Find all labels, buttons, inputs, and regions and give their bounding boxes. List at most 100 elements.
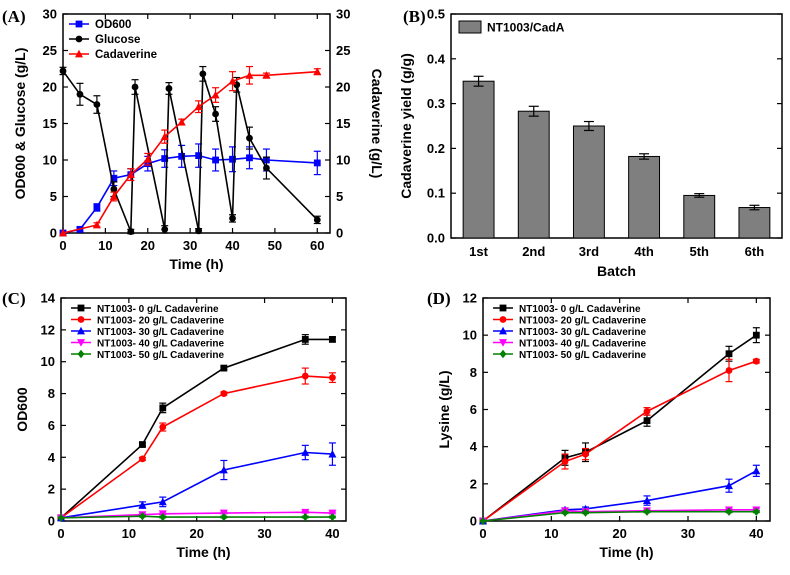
y-tick-label: 10 — [41, 354, 55, 369]
y2-tick-label: 10 — [336, 153, 350, 168]
data-point — [301, 336, 309, 343]
y-axis-label: OD600 — [14, 387, 30, 432]
legend-label: NT1003- 40 g/L Cadaverine — [519, 339, 647, 350]
y-tick-label: 0 — [50, 226, 57, 241]
data-point — [126, 170, 135, 178]
y-tick-label: 10 — [463, 328, 477, 343]
x-tick-label: 20 — [189, 526, 203, 541]
legend-label: Glucose — [95, 34, 140, 46]
x-tick-label: 30 — [183, 238, 197, 253]
data-point — [57, 513, 65, 523]
x-axis-label: Time (h) — [599, 544, 653, 560]
y2-axis-label: Cadaverine (g/L) — [369, 69, 385, 179]
data-point — [301, 372, 309, 380]
x-axis-label: Time (h) — [176, 544, 230, 560]
y2-tick-label: 0 — [336, 226, 343, 241]
y2-tick-label: 5 — [336, 189, 343, 204]
data-point — [139, 512, 146, 521]
data-point — [246, 134, 253, 142]
data-point — [159, 404, 167, 412]
data-point — [301, 512, 309, 522]
y-tick-label: 0.5 — [427, 7, 445, 22]
y-axis-label: OD600 & Glucose (g/L) — [12, 48, 28, 200]
data-point — [110, 174, 118, 182]
legend-label: NT1003- 0 g/L Cadaverine — [519, 304, 641, 315]
legend-label: NT1003- 20 g/L Cadaverine — [519, 316, 647, 327]
plot-frame — [60, 297, 347, 522]
legend-swatch — [458, 20, 482, 34]
legend-marker — [499, 349, 507, 359]
data-point — [165, 85, 173, 92]
data-point — [212, 110, 219, 118]
data-point — [199, 70, 207, 78]
data-point — [177, 117, 186, 126]
data-point — [219, 465, 228, 474]
data-point — [178, 152, 186, 160]
data-point — [329, 336, 336, 343]
data-point — [725, 481, 733, 490]
data-point — [725, 367, 733, 374]
x-tick-label: 30 — [681, 526, 695, 541]
y-tick-label: 4 — [48, 450, 56, 465]
y-tick-label: 5 — [50, 189, 57, 204]
legend: OD600 Glucose Cadaverine — [69, 19, 157, 61]
y-tick-label: 25 — [43, 43, 57, 58]
x-tick-label: 20 — [141, 238, 155, 253]
legend-marker — [75, 20, 83, 28]
y-tick-label: 10 — [43, 153, 57, 168]
y-tick-label: 0.3 — [427, 96, 445, 111]
legend-marker — [77, 349, 85, 359]
x-tick-label: 0 — [57, 526, 64, 541]
data-point — [263, 164, 270, 172]
legend-marker — [77, 304, 85, 312]
data-point — [643, 507, 651, 516]
data-point — [195, 227, 203, 235]
data-point — [561, 508, 569, 517]
y-tick-label: 2 — [470, 476, 477, 491]
y-tick-label: 14 — [41, 291, 56, 306]
panel-label: (B) — [403, 7, 426, 26]
y-tick-label: 8 — [48, 386, 55, 401]
series-cadaverine — [59, 65, 322, 237]
data-point — [582, 508, 589, 517]
data-point — [643, 407, 651, 415]
data-point — [220, 390, 228, 397]
x-tick-label: 0 — [479, 526, 486, 541]
data-point — [92, 220, 101, 229]
legend-marker — [75, 49, 83, 58]
bar — [683, 194, 716, 239]
data-point — [479, 516, 487, 526]
series-line — [60, 375, 333, 519]
data-point — [139, 441, 146, 448]
series-nt1003-40-g-l-cadaverine — [479, 506, 761, 526]
data-point — [752, 507, 760, 516]
y-tick-label: 0.0 — [427, 231, 445, 246]
legend-label: OD600 — [95, 19, 131, 31]
data-point — [138, 500, 147, 509]
y-tick-label: 15 — [43, 116, 57, 131]
y-tick-label: 8 — [470, 365, 477, 380]
legend-label: NT1003- 30 g/L Cadaverine — [519, 327, 647, 338]
legend-label: NT1003- 40 g/L Cadaverine — [97, 339, 225, 350]
data-point — [561, 458, 569, 465]
bar — [628, 155, 661, 239]
bar — [517, 110, 550, 239]
series-nt1003-0-g-l-cadaverine — [57, 334, 336, 522]
data-point — [93, 101, 101, 108]
y-tick-label: 4 — [470, 439, 478, 454]
panel-label: (A) — [2, 7, 26, 26]
y-tick-label: 0.4 — [427, 51, 446, 66]
x-tick-label: 60 — [310, 238, 324, 253]
legend-marker — [499, 339, 507, 347]
y-tick-label: 0.2 — [427, 141, 445, 156]
data-point — [643, 417, 651, 425]
bar — [462, 80, 495, 239]
series-nt1003-20-g-l-cadaverine — [479, 357, 760, 525]
x-tick-label: 3rd — [579, 244, 599, 259]
legend-label: NT1003/CadA — [487, 21, 565, 35]
series-line — [62, 70, 318, 232]
legend-marker — [499, 326, 507, 335]
data-point — [752, 357, 760, 365]
x-tick-label: 4th — [634, 244, 654, 259]
